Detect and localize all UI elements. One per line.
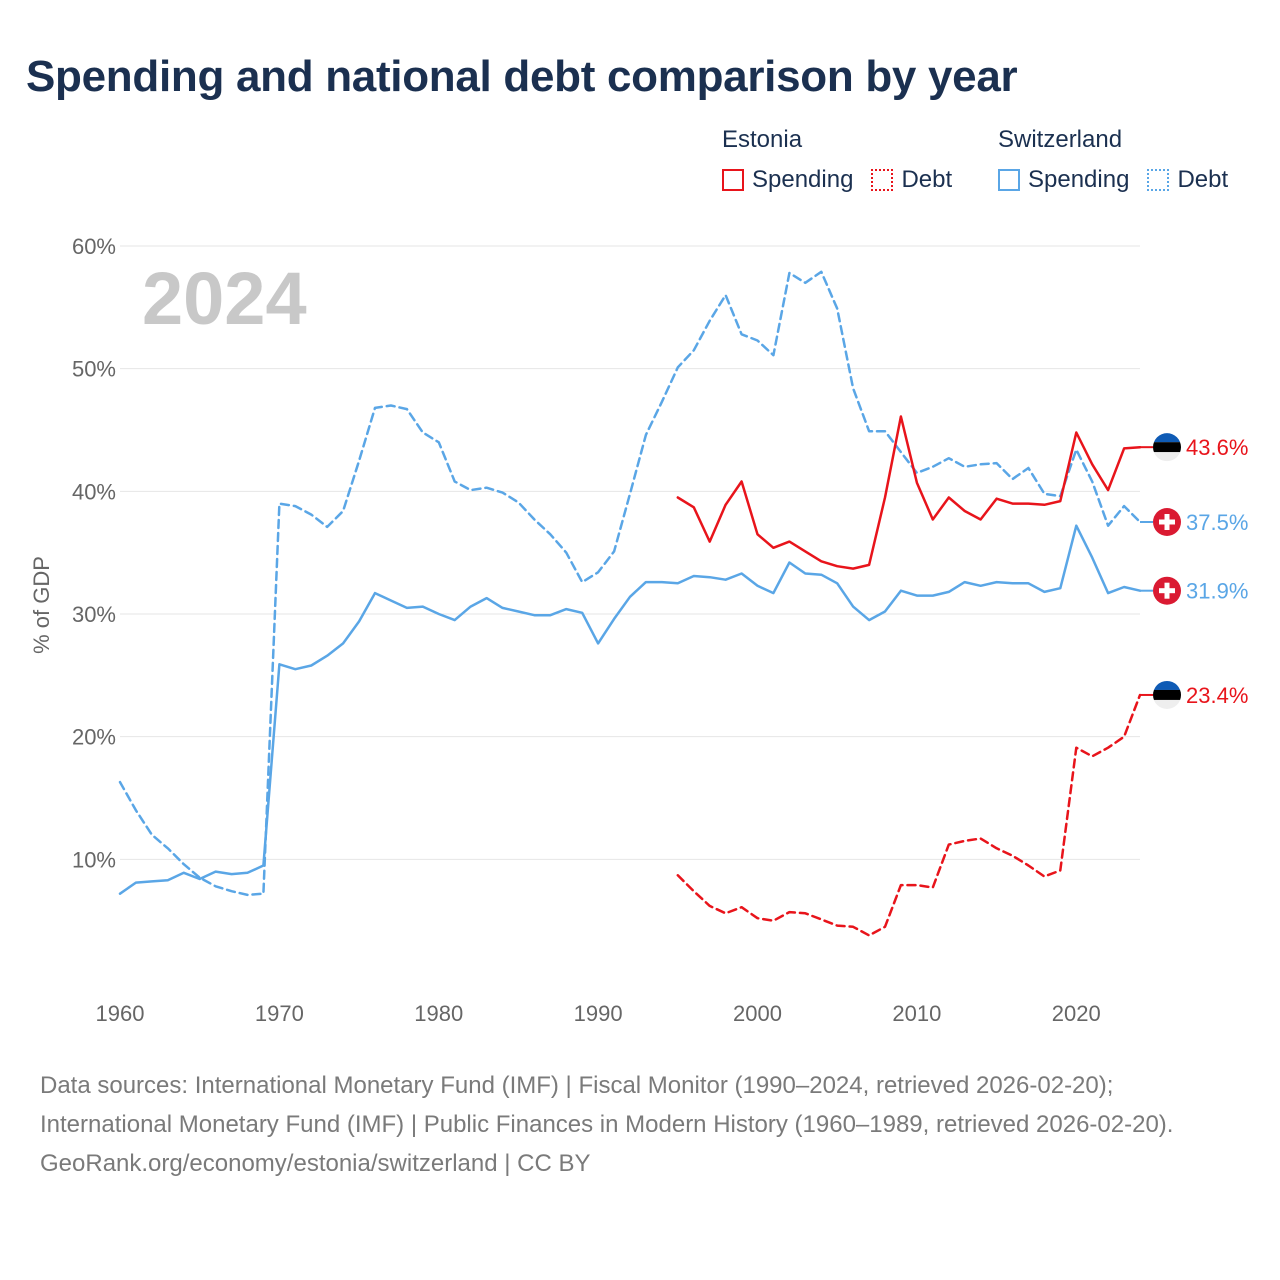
series-line-estonia-debt	[676, 693, 1142, 937]
series-line-switzerland-spending	[118, 524, 1142, 895]
legend-estonia-spending-label: Spending	[752, 166, 854, 193]
credit-link[interactable]: GeoRank.org/economy/estonia/switzerland …	[40, 1150, 591, 1177]
line-chart: 10% 20% 30% 40% 50% 60% 1960 1970 1980 1990 2000 20…	[29, 234, 1248, 1026]
x-tick-label: 2010	[892, 1001, 941, 1026]
end-value-label: 31.9%	[1186, 579, 1248, 604]
y-axis-label: % of GDP	[29, 556, 54, 654]
year-watermark: 2024	[142, 257, 307, 340]
legend-estonia-spending-swatch	[722, 169, 744, 191]
y-tick-label: 40%	[72, 479, 116, 504]
legend-estonia-spending[interactable]: Spending	[722, 166, 853, 194]
x-tick-label: 1990	[574, 1001, 623, 1026]
legend-estonia-debt[interactable]: Debt	[871, 166, 952, 194]
y-tick-label: 30%	[72, 602, 116, 627]
legend-estonia: Estonia Spending Debt	[722, 124, 952, 194]
legend-estonia-name: Estonia	[722, 126, 803, 153]
y-tick-label: 50%	[72, 357, 116, 382]
end-value-label: 43.6%	[1186, 435, 1248, 460]
switzerland-flag-icon	[1153, 576, 1181, 605]
legend-switzerland: Switzerland Spending Debt	[998, 124, 1228, 194]
end-value-label: 37.5%	[1186, 510, 1248, 535]
y-tick-label: 10%	[72, 847, 116, 872]
legend-switzerland-name: Switzerland	[998, 126, 1123, 153]
legend-switzerland-debt-swatch	[1147, 169, 1170, 191]
legend-switzerland-spending-label: Spending	[1028, 166, 1130, 193]
y-tick-label: 20%	[72, 725, 116, 750]
series-line-estonia-spending	[676, 415, 1142, 570]
footer: Data sources: International Monetary Fun…	[40, 1066, 1240, 1183]
series-line-switzerland-debt	[118, 270, 1142, 897]
legend-estonia-debt-swatch	[871, 169, 894, 191]
x-tick-label: 1980	[414, 1001, 463, 1026]
data-sources: Data sources: International Monetary Fun…	[40, 1072, 1174, 1138]
estonia-flag-icon	[1153, 680, 1181, 709]
x-tick-label: 1970	[255, 1001, 304, 1026]
estonia-flag-icon	[1153, 433, 1181, 462]
x-tick-label: 1960	[96, 1001, 145, 1026]
legend-switzerland-debt-label: Debt	[1177, 166, 1229, 193]
legend-switzerland-spending[interactable]: Spending	[998, 166, 1129, 194]
chart-title: Spending and national debt comparison by…	[26, 52, 1018, 101]
legend-switzerland-debt[interactable]: Debt	[1147, 166, 1228, 194]
legend-estonia-debt-label: Debt	[901, 166, 953, 193]
legend-switzerland-spending-swatch	[998, 169, 1020, 191]
x-tick-label: 2020	[1052, 1001, 1101, 1026]
y-tick-label: 60%	[72, 234, 116, 259]
end-value-label: 23.4%	[1186, 683, 1248, 708]
switzerland-flag-icon	[1153, 508, 1181, 536]
x-tick-label: 2000	[733, 1001, 782, 1026]
